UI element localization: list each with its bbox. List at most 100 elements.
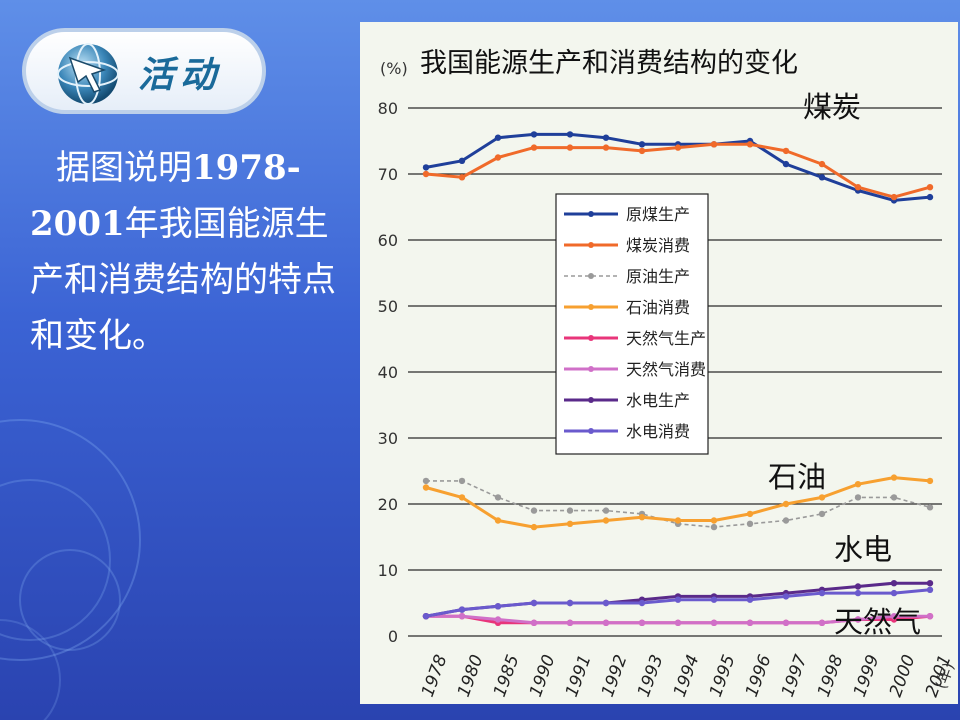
y-tick-labels: 80 70 60 50 40 30 20 10 0: [378, 99, 398, 646]
data-point: [602, 507, 610, 514]
data-point: [494, 494, 502, 501]
legend-label: 煤炭消费: [626, 236, 690, 255]
data-point: [746, 596, 754, 603]
data-point: [782, 619, 790, 626]
x-tick-label: 1999: [850, 652, 884, 699]
description-prefix: 据图说明: [56, 148, 192, 188]
data-point: [926, 504, 934, 511]
data-point: [890, 589, 898, 597]
legend-marker: [588, 335, 594, 341]
data-point: [818, 160, 826, 168]
data-point: [926, 184, 934, 191]
data-point: [566, 619, 574, 626]
data-point: [818, 174, 826, 181]
data-point: [530, 619, 538, 626]
data-point: [566, 507, 574, 514]
data-point: [458, 157, 466, 164]
annotation-label: 石油: [768, 460, 826, 494]
data-point: [854, 184, 862, 191]
y-axis-unit: (%): [380, 59, 408, 78]
legend-label: 原油生产: [626, 267, 690, 286]
data-point: [854, 494, 862, 501]
data-point: [710, 517, 718, 524]
data-point: [602, 599, 610, 607]
legend-marker: [588, 273, 594, 279]
data-point: [854, 583, 862, 590]
legend-label: 天然气生产: [626, 329, 706, 348]
data-point: [782, 593, 790, 600]
data-point: [494, 134, 502, 141]
data-point: [530, 507, 538, 514]
data-point: [638, 599, 646, 607]
x-tick-label: 2000: [886, 652, 920, 699]
x-tick-labels: 1978 1980 1985 1990 1991 1992 1993 1994 1995 1996…: [418, 652, 956, 700]
data-point: [566, 520, 574, 527]
data-point: [746, 619, 754, 626]
data-point: [566, 144, 574, 151]
legend-marker: [588, 397, 594, 403]
data-point: [638, 141, 646, 148]
data-point: [602, 619, 610, 626]
x-tick-label: 1995: [706, 652, 740, 699]
data-point: [782, 160, 790, 168]
data-point: [782, 147, 790, 155]
data-point: [674, 619, 682, 626]
activity-badge: 活动: [22, 28, 266, 114]
legend-label: 水电生产: [626, 391, 690, 410]
data-point: [458, 613, 466, 620]
legend-box: [555, 193, 709, 455]
data-point: [710, 596, 718, 603]
y-tick-label: 0: [388, 627, 398, 646]
y-tick-label: 70: [378, 165, 398, 184]
data-point: [746, 141, 754, 148]
x-tick-label: 1997: [778, 652, 812, 700]
chart-title: 我国能源生产和消费结构的变化: [420, 48, 798, 79]
x-tick-label: 1991: [562, 652, 596, 699]
data-point: [638, 514, 646, 521]
y-tick-label: 80: [378, 99, 398, 118]
annotation-label: 天然气: [834, 605, 921, 639]
y-tick-label: 20: [378, 495, 398, 514]
data-point: [566, 131, 574, 138]
chart-panel: 我国能源生产和消费结构的变化 (%) 80 70 60 50 40 30 20 10 0 197…: [360, 22, 958, 704]
data-point: [854, 616, 862, 623]
legend-label: 水电消费: [626, 422, 690, 441]
data-point: [458, 174, 466, 181]
data-point: [458, 606, 466, 613]
data-point: [530, 144, 538, 151]
series-lines: [422, 131, 934, 626]
x-tick-label: 1992: [598, 652, 632, 699]
data-point: [674, 144, 682, 151]
annotation-label: 水电: [834, 532, 892, 566]
x-tick-label: 1980: [454, 652, 488, 699]
data-point: [674, 596, 682, 603]
data-point: [890, 580, 898, 587]
legend-label: 石油消费: [626, 298, 690, 317]
legend-marker: [588, 428, 594, 434]
x-tick-label: 1993: [634, 652, 668, 699]
data-point: [422, 484, 430, 491]
x-tick-label: 1978: [418, 652, 452, 700]
data-point: [530, 523, 538, 531]
legend-marker: [588, 242, 594, 248]
description-years: 1978-2001: [30, 148, 301, 244]
legend-label: 天然气消费: [626, 360, 706, 379]
data-point: [458, 477, 466, 485]
data-point: [782, 500, 790, 508]
x-tick-label: 1996: [742, 652, 776, 700]
data-point: [602, 144, 610, 151]
data-point: [530, 599, 538, 607]
data-point: [782, 517, 790, 524]
data-point: [890, 474, 898, 481]
data-point: [926, 586, 934, 593]
activity-description: 据图说明1978-2001年我国能源生产和消费结构的特点和变化。: [30, 140, 340, 364]
data-point: [710, 141, 718, 148]
data-point: [494, 154, 502, 161]
data-point: [890, 494, 898, 501]
data-point: [530, 131, 538, 138]
data-point: [602, 517, 610, 524]
x-tick-label: 1994: [670, 652, 704, 699]
legend-label: 原煤生产: [626, 205, 690, 224]
